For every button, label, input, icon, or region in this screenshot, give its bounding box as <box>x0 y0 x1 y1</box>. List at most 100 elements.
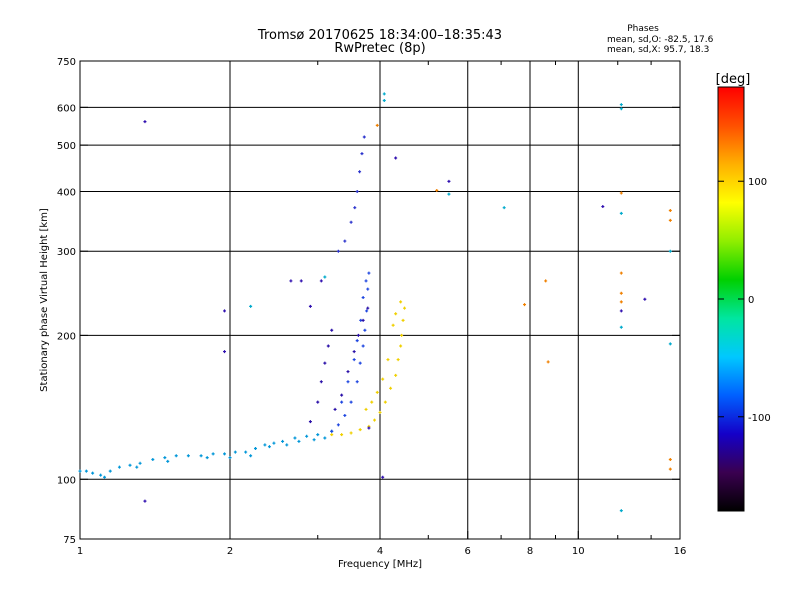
x-tick-labels: 1 2 4 6 8 10 16 <box>77 546 687 557</box>
data-point <box>330 433 334 437</box>
x-tick-label: 10 <box>572 546 585 557</box>
data-point <box>619 271 623 275</box>
data-point <box>365 309 369 313</box>
x-tick-label: 4 <box>377 546 383 557</box>
data-point <box>340 433 344 437</box>
data-point <box>619 191 623 195</box>
data-point <box>447 179 451 183</box>
data-point <box>340 393 344 397</box>
data-point <box>403 306 407 310</box>
data-point <box>349 400 353 404</box>
data-point <box>366 287 370 291</box>
grid-lines <box>80 61 680 539</box>
data-point <box>355 189 359 193</box>
data-point <box>643 297 647 301</box>
data-point <box>211 452 215 456</box>
data-point <box>117 465 121 469</box>
colorbar-label: [deg] <box>716 72 751 87</box>
data-point <box>394 312 398 316</box>
data-point <box>360 152 364 156</box>
x-axis-label: Frequency [MHz] <box>338 559 422 570</box>
data-point <box>619 107 623 111</box>
chart-subtitle: RwPretec (8p) <box>334 41 425 56</box>
data-point <box>78 469 82 473</box>
data-point <box>352 350 356 354</box>
data-point <box>249 304 253 308</box>
data-point <box>361 296 365 300</box>
data-point <box>135 465 139 469</box>
data-point <box>138 461 142 465</box>
data-point <box>668 218 672 222</box>
data-point <box>346 380 350 384</box>
data-point <box>370 400 374 404</box>
data-point <box>326 344 330 348</box>
colorbar-ticks: 100 0 -100 <box>718 177 771 424</box>
data-point <box>343 413 347 417</box>
data-point <box>228 456 232 460</box>
data-point <box>367 426 371 430</box>
data-point <box>330 429 334 433</box>
data-point <box>668 249 672 253</box>
data-point <box>319 279 323 283</box>
data-point <box>353 206 357 210</box>
data-point <box>358 170 362 174</box>
data-point <box>143 120 147 124</box>
data-point <box>375 123 379 127</box>
data-point <box>323 361 327 365</box>
y-tick-label: 75 <box>63 535 76 546</box>
x-tick-label: 16 <box>674 546 687 557</box>
data-point <box>502 206 506 210</box>
data-point <box>382 92 386 96</box>
data-point <box>223 309 227 313</box>
data-point <box>267 445 271 449</box>
data-point <box>336 249 340 253</box>
data-point <box>546 360 550 364</box>
data-point <box>285 443 289 447</box>
y-tick-labels: 75 100 200 300 400 500 600 750 <box>57 57 76 546</box>
data-point <box>352 358 356 362</box>
data-point <box>323 275 327 279</box>
data-point <box>346 370 350 374</box>
data-point <box>174 454 178 458</box>
data-point <box>333 407 337 411</box>
data-point <box>358 428 362 432</box>
y-axis-label: Stationary phase Virtual Height [km] <box>39 208 50 392</box>
data-point <box>364 407 368 411</box>
data-point <box>361 344 365 348</box>
data-point <box>668 342 672 346</box>
data-point <box>375 390 379 394</box>
data-point <box>383 400 387 404</box>
data-point <box>316 433 320 437</box>
data-point <box>205 456 209 460</box>
data-point <box>355 339 359 343</box>
data-point <box>103 475 107 479</box>
data-point <box>272 441 276 445</box>
data-point <box>619 325 623 329</box>
data-point <box>151 457 155 461</box>
data-point <box>668 467 672 471</box>
data-point <box>84 469 88 473</box>
data-point <box>128 463 132 467</box>
data-point <box>356 333 360 337</box>
x-tick-label: 2 <box>227 546 233 557</box>
data-point <box>394 373 398 377</box>
data-point <box>401 318 405 322</box>
data-point <box>305 434 309 438</box>
data-points <box>78 92 672 513</box>
colorbar-tick-label: -100 <box>748 413 771 424</box>
x-tick-label: 6 <box>465 546 471 557</box>
data-point <box>186 454 190 458</box>
data-point <box>373 418 377 422</box>
data-point <box>308 304 312 308</box>
data-point <box>363 328 367 332</box>
data-point <box>619 300 623 304</box>
data-point <box>619 291 623 295</box>
data-point <box>366 306 370 310</box>
data-point <box>389 386 393 390</box>
phases-header: Phases <box>627 24 659 34</box>
data-point <box>299 279 303 283</box>
data-point <box>386 358 390 362</box>
data-point <box>316 400 320 404</box>
data-point <box>281 439 285 443</box>
axis-ticks <box>79 60 681 540</box>
